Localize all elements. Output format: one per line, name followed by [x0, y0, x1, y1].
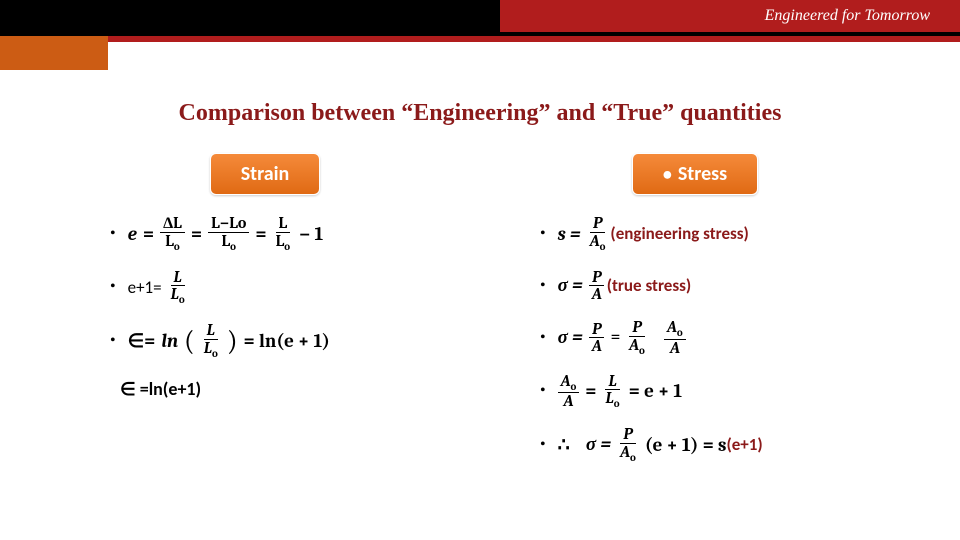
- stress-eq-1: • s = PAo (engineering stress): [540, 215, 900, 253]
- true-stress-label: (true stress): [607, 275, 692, 296]
- strain-pill: Strain: [210, 153, 321, 195]
- stress-final-ann: (e+1): [726, 434, 762, 455]
- strain-eq-1: • e = ΔLLo = L−LoLo = LLo − 1: [110, 215, 470, 253]
- slide-title: Comparison between “Engineering” and “Tr…: [50, 100, 910, 127]
- slide-content: Comparison between “Engineering” and “Tr…: [0, 100, 960, 480]
- stress-column: • Stress • s = PAo (engineering stress) …: [480, 153, 910, 480]
- columns: Strain • e = ΔLLo = L−LoLo = LLo − 1: [50, 153, 910, 480]
- strain-final: ∈ =ln(e+1): [60, 378, 470, 400]
- stress-label: Stress: [678, 162, 727, 186]
- strain-eq-3: • ∈= ln ( LLo ) = ln(e + 1): [110, 322, 470, 360]
- stress-eq-2: • σ = PA (true stress): [540, 269, 900, 304]
- header-underline: [108, 36, 960, 42]
- strain-label: Strain: [241, 162, 290, 186]
- stress-equations: • s = PAo (engineering stress) • σ = PA …: [490, 215, 900, 464]
- header-bar: Engineered for Tomorrow: [0, 0, 960, 36]
- eng-stress-label: (engineering stress): [610, 223, 748, 244]
- header-tagline-bar: Engineered for Tomorrow: [500, 0, 960, 32]
- strain-equations: • e = ΔLLo = L−LoLo = LLo − 1 • e+1=: [60, 215, 470, 360]
- strain-column: Strain • e = ΔLLo = L−LoLo = LLo − 1: [50, 153, 480, 480]
- stress-eq-4: • AoA = LLo = e + 1: [540, 373, 900, 411]
- stress-pill: • Stress: [632, 153, 758, 195]
- strain-eq-2: • e+1= LLo: [110, 269, 470, 307]
- header-tagline: Engineered for Tomorrow: [765, 7, 930, 25]
- stress-eq-5: • ∴ σ = PAo (e + 1) = s (e+1): [540, 426, 900, 464]
- stress-eq-3: • σ = PA = PAo AoA: [540, 319, 900, 357]
